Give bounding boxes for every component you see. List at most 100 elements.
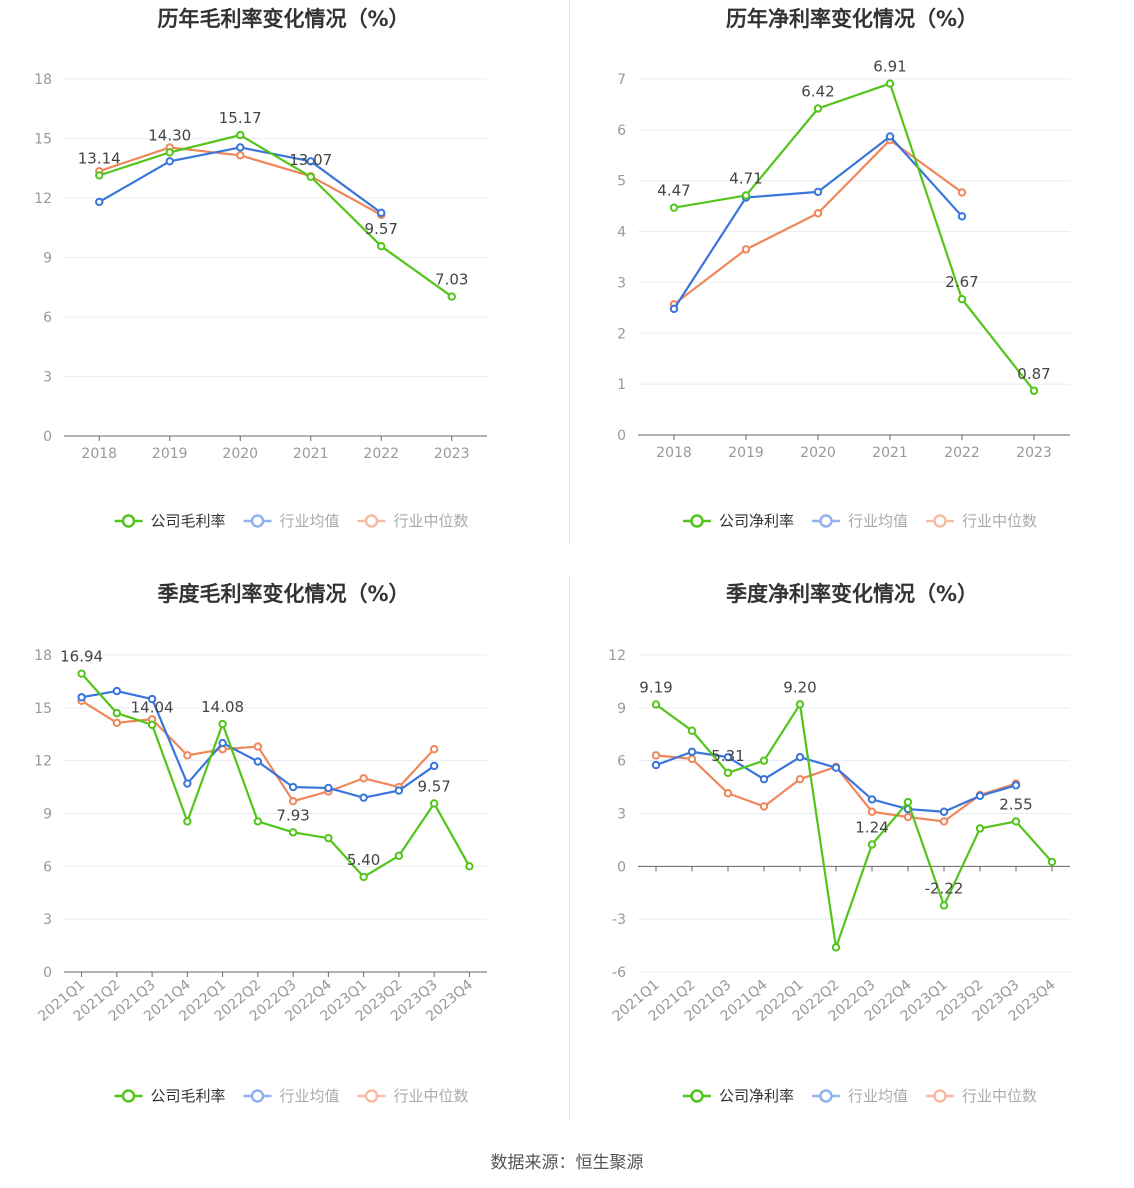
data-point-company <box>112 708 122 718</box>
y-tick-label: 9 <box>617 701 626 717</box>
x-tick-label: 2019 <box>728 445 764 461</box>
data-point-company <box>669 203 679 212</box>
data-point-company <box>394 851 404 860</box>
x-tick-label: 2018 <box>81 446 117 462</box>
legend-label: 行业均值 <box>280 1087 340 1105</box>
legend-item-industry_median: 行业中位数 <box>357 512 469 530</box>
data-label: 14.30 <box>148 126 191 144</box>
legend-marker <box>933 514 947 528</box>
data-label: 5.31 <box>711 747 744 765</box>
data-label: 9.57 <box>417 777 450 795</box>
data-label: 13.14 <box>78 149 121 167</box>
annual-gross-margin-chart: 历年毛利率变化情况（%） 0 3 6 9 12 15 18 2018 2019 2020 2021 20… <box>34 7 487 530</box>
data-point-industry_median <box>867 807 877 816</box>
data-point-industry_avg <box>1011 781 1021 790</box>
data-point-industry_avg <box>687 747 697 757</box>
chart-title: 季度毛利率变化情况（%） <box>157 582 409 606</box>
data-label: 14.04 <box>131 699 174 717</box>
data-point-industry_avg <box>183 779 192 788</box>
y-tick-label: 6 <box>617 754 626 770</box>
legend-marker <box>121 514 136 528</box>
y-tick-label: 4 <box>617 225 626 241</box>
y-tick-label: 15 <box>34 132 52 148</box>
x-tick-label: 2023 <box>434 446 470 462</box>
series-line-company <box>655 703 1053 949</box>
data-point-industry_avg <box>723 752 733 762</box>
y-tick-label: 3 <box>617 275 626 291</box>
data-point-industry_avg <box>975 791 985 801</box>
x-tick-label: 2023 <box>1016 445 1052 461</box>
data-point-company <box>813 104 823 113</box>
y-tick-label: 0 <box>43 429 52 445</box>
data-point-industry_avg <box>795 752 805 762</box>
data-label: 14.08 <box>201 698 244 716</box>
data-point-company <box>723 768 733 778</box>
legend-label: 行业中位数 <box>394 1087 469 1105</box>
data-point-company <box>288 828 298 837</box>
data-point-industry_avg <box>253 757 263 766</box>
data-point-company <box>795 700 805 709</box>
data-point-industry_avg <box>77 693 86 702</box>
legend-marker <box>250 514 265 528</box>
x-tick-label: 2018 <box>656 445 692 461</box>
data-point-industry_median <box>183 751 192 760</box>
legend-marker <box>690 514 704 528</box>
data-point-company <box>867 840 877 849</box>
data-point-industry_avg <box>359 793 368 802</box>
y-tick-label: 7 <box>617 72 626 88</box>
legend-label: 公司毛利率 <box>151 1087 226 1105</box>
quarterly-net-margin-chart: 季度净利率变化情况（%）-6-30369122021Q12021Q22021Q3… <box>608 582 1070 1105</box>
data-label: 1.24 <box>855 818 888 836</box>
data-point-company <box>324 833 333 843</box>
data-point-company <box>236 130 245 140</box>
data-point-company <box>1029 386 1039 395</box>
y-tick-label: 0 <box>617 428 626 444</box>
data-point-company <box>306 172 315 181</box>
data-point-industry_avg <box>218 738 227 748</box>
y-tick-label: 6 <box>43 310 52 326</box>
data-point-industry_avg <box>95 197 104 207</box>
y-tick-label: 9 <box>43 807 52 823</box>
data-point-industry_avg <box>306 157 315 166</box>
x-tick-label: 2020 <box>222 446 258 462</box>
data-point-industry_median <box>939 817 949 826</box>
y-tick-label: 15 <box>34 701 52 717</box>
data-source-note: 数据来源：恒生聚源 <box>0 1148 1134 1173</box>
legend-item-company: 公司毛利率 <box>114 1087 226 1105</box>
data-label: 5.40 <box>347 851 380 869</box>
data-label: 13.07 <box>289 151 332 169</box>
y-tick-label: 12 <box>608 648 626 664</box>
data-source-value: 恒生聚源 <box>575 1153 644 1173</box>
y-tick-label: 3 <box>43 912 52 928</box>
legend-label: 行业中位数 <box>962 1087 1037 1105</box>
data-point-industry_median <box>359 774 368 783</box>
x-tick-label: 2021 <box>293 446 329 462</box>
data-point-company <box>95 171 104 180</box>
data-point-industry_avg <box>324 783 333 793</box>
data-point-industry_median <box>903 812 913 822</box>
data-label: 4.71 <box>729 169 762 187</box>
data-point-company <box>253 817 263 826</box>
data-point-industry_avg <box>669 304 679 314</box>
legend-label: 行业均值 <box>848 512 908 530</box>
series-line-company <box>98 134 453 298</box>
y-tick-label: 5 <box>617 174 626 190</box>
y-tick-label: 18 <box>34 648 52 664</box>
chart-panel-quarterly-net-margin: 季度净利率变化情况（%） -6 -3 0 3 6 9 12 2021Q1 2021Q2 2021Q3… <box>570 575 1134 1150</box>
data-point-industry_median <box>759 802 769 811</box>
series-line-industry_median <box>673 138 963 306</box>
legend-label: 公司净利率 <box>719 512 794 530</box>
y-tick-label: 0 <box>617 859 626 875</box>
legend-label: 行业中位数 <box>394 512 469 530</box>
legend-item-industry_median: 行业中位数 <box>357 1087 469 1105</box>
data-point-company <box>465 862 474 871</box>
y-tick-label: 6 <box>617 123 626 139</box>
legend-marker <box>819 514 833 528</box>
data-point-industry_avg <box>377 208 386 218</box>
data-label: 0.87 <box>1017 365 1050 383</box>
data-point-industry_avg <box>831 763 841 772</box>
data-point-industry_median <box>795 774 805 784</box>
data-point-company <box>218 719 227 729</box>
data-label: -2.22 <box>925 879 964 897</box>
x-tick-label: 2022 <box>944 445 980 461</box>
